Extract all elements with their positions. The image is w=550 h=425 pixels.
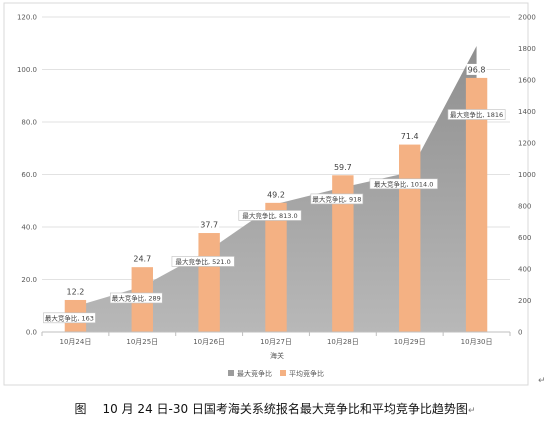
legend-swatch [228,370,234,376]
bar-value-label: 49.2 [267,190,285,199]
x-axis-tick-label: 10月28日 [327,338,359,346]
area-max-competition-ratio [75,45,477,332]
right-axis-tick-label: 1800 [518,45,536,53]
area-value-label-bg [310,193,364,205]
bar-value-label: 37.7 [200,221,218,230]
bar-value-label-bg [199,219,220,231]
area-value-label: 最大竞争比, 163 [45,313,94,322]
bar-value-label-bg [466,63,487,75]
paragraph-mark-right: ↵ [538,376,546,386]
area-value-label: 最大竞争比, 1816 [450,110,503,119]
right-axis-tick-label: 1000 [518,171,536,179]
right-axis-tick-label: 0 [518,329,522,337]
area-series-layer [75,45,477,332]
chart: 0.0 20.0 40.0 60.0 80.0 100.0 120.0 0 200 400 600 8… [3,2,536,386]
left-axis-tick-label: 0.0 [26,329,37,337]
axes-layer: 0.0 20.0 40.0 60.0 80.0 100.0 120.0 0 200 400 600 8… [17,14,536,347]
legend-label: 最大竞争比 [237,369,272,378]
area-value-label: 最大竞争比, 1014.0 [374,179,433,188]
bar-value-label-bg [266,188,286,200]
caption-prefix: 图 [74,402,87,416]
x-axis-tick-label: 10月25日 [126,338,158,346]
bar-avg-competition-ratio [198,233,220,332]
bar-value-label: 24.7 [133,255,151,264]
right-axis-tick-label: 1200 [518,140,536,148]
chart-frame: 0.0 20.0 40.0 60.0 80.0 100.0 120.0 0 200 400 600 8… [3,2,546,386]
legend-swatch [280,370,286,376]
right-axis-tick-label: 1600 [518,77,536,85]
x-axis-tick-label: 10月26日 [193,338,225,346]
bar-value-label: 96.8 [468,65,486,74]
x-axis-tick-label: 10月29日 [394,338,426,346]
bar-avg-competition-ratio [332,175,354,332]
bar-value-label: 71.4 [401,132,419,141]
bar-value-label-bg [399,130,420,142]
caption-paragraph-mark: ↵ [467,406,476,416]
x-axis-tick-label: 10月24日 [60,338,92,346]
area-value-label-bg [369,178,438,190]
area-value-label-bg [43,312,96,324]
bar-avg-competition-ratio [465,77,488,333]
x-axis-tick-label: 10月30日 [461,338,493,346]
left-axis-tick-label: 40.0 [21,224,37,232]
area-value-label-bg [171,256,235,267]
left-axis-tick-label: 20.0 [21,276,37,284]
legend: 最大竞争比 平均竞争比 [228,369,324,378]
area-value-label: 最大竞争比, 521.0 [176,257,231,266]
left-axis-tick-label: 60.0 [21,171,37,179]
figure-caption: 图 10 月 24 日-30 日国考海关系统报名最大竞争比和平均竞争比趋势图↵ [0,400,550,417]
bar-avg-competition-ratio [265,202,287,332]
bar-value-label: 59.7 [334,163,352,172]
bar-value-label: 12.2 [67,287,85,296]
area-value-label-bg [238,210,302,221]
caption-text: 10 月 24 日-30 日国考海关系统报名最大竞争比和平均竞争比趋势图 [102,402,468,416]
data-labels-layer: 12.2 24.7 37.7 49.2 59.7 71.4 96.8 最大竞争比, 163 最大… [43,63,506,324]
bar-value-label-bg [65,285,86,297]
area-value-label-bg [447,109,506,120]
x-axis-tick-label: 10月27日 [260,338,292,346]
legend-label: 平均竞争比 [289,369,324,378]
right-axis-tick-label: 1400 [518,108,536,116]
bar-avg-competition-ratio [399,144,421,332]
area-value-label: 最大竞争比, 813.0 [242,211,297,220]
right-axis-tick-label: 400 [518,266,531,274]
right-axis-tick-label: 200 [518,297,531,305]
right-axis-tick-label: 2000 [518,14,536,22]
area-value-label-bg [109,292,163,304]
left-axis-tick-label: 100.0 [17,66,37,74]
area-value-label: 最大竞争比, 289 [112,293,161,302]
right-axis-tick-label: 600 [518,234,531,242]
left-axis-tick-label: 80.0 [21,119,37,127]
bar-value-label-bg [332,161,353,173]
area-value-label: 最大竞争比, 918 [312,194,361,203]
bar-value-label-bg [132,253,153,265]
right-axis-tick-label: 800 [518,203,531,211]
x-axis-title: 海关 [270,351,284,360]
left-axis-tick-label: 120.0 [17,14,37,22]
